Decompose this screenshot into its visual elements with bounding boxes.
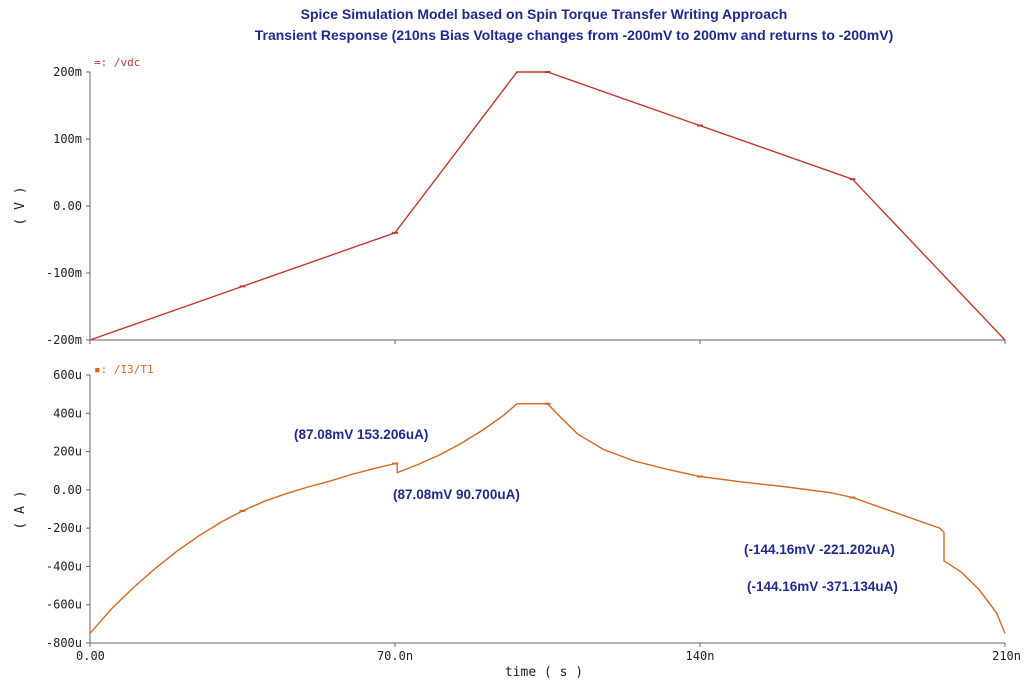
data-annotation: (-144.16mV -371.134uA) bbox=[747, 579, 898, 594]
y-tick-label: -100m bbox=[46, 266, 82, 280]
y-tick-label: 0.00 bbox=[53, 199, 82, 213]
series-label: =: /vdc bbox=[94, 56, 140, 69]
x-tick-label: 140n bbox=[686, 649, 715, 663]
y-tick-label: -400u bbox=[46, 559, 82, 573]
y-tick-label: -600u bbox=[46, 598, 82, 612]
x-tick-label: 70.0n bbox=[377, 649, 413, 663]
chart-title: Spice Simulation Model based on Spin Tor… bbox=[300, 6, 788, 22]
series-line bbox=[89, 71, 1006, 341]
data-annotation: (-144.16mV -221.202uA) bbox=[744, 542, 895, 557]
y-tick-label: 400u bbox=[53, 406, 82, 420]
data-annotation: (87.08mV 153.206uA) bbox=[294, 427, 428, 442]
x-tick-label: 0.00 bbox=[76, 649, 105, 663]
data-annotation: (87.08mV 90.700uA) bbox=[393, 487, 520, 502]
x-tick-label: 210n bbox=[992, 649, 1021, 663]
y-tick-label: -200u bbox=[46, 521, 82, 535]
series-line bbox=[89, 403, 1006, 634]
y-axis-label: ( V ) bbox=[13, 186, 28, 225]
y-tick-label: 100m bbox=[53, 132, 82, 146]
y-tick-label: -800u bbox=[46, 636, 82, 650]
y-axis-label: ( A ) bbox=[13, 490, 28, 529]
y-tick-label: 200u bbox=[53, 445, 82, 459]
y-tick-label: 0.00 bbox=[53, 483, 82, 497]
chart-subtitle: Transient Response (210ns Bias Voltage c… bbox=[254, 27, 894, 43]
y-tick-label: -200m bbox=[46, 333, 82, 347]
series-label: ▪: /I3/T1 bbox=[94, 363, 154, 376]
x-axis-label: time ( s ) bbox=[505, 665, 583, 680]
y-tick-label: 600u bbox=[53, 368, 82, 382]
y-tick-label: 200m bbox=[53, 65, 82, 79]
